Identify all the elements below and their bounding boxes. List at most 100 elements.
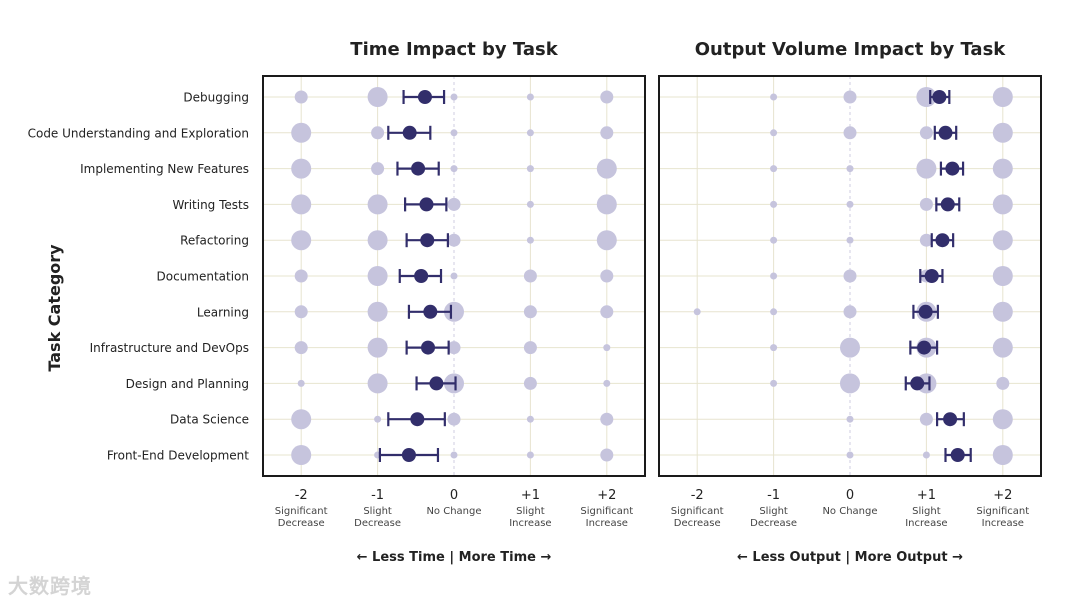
distribution-dot — [846, 451, 854, 459]
x-tick-sublabel: Slight — [912, 506, 941, 517]
x-tick-sublabel: Decrease — [750, 518, 797, 529]
distribution-dot — [367, 337, 388, 358]
distribution-dot — [447, 341, 461, 355]
distribution-dot — [996, 376, 1010, 390]
distribution-dot — [600, 90, 614, 104]
distribution-dot — [846, 200, 854, 208]
category-label: Front-End Development — [107, 449, 249, 463]
mean-point — [429, 376, 444, 391]
x-tick-sublabel: No Change — [822, 506, 877, 517]
mean-point — [414, 269, 429, 283]
distribution-dot — [526, 93, 534, 101]
distribution-dot — [770, 308, 778, 316]
x-tick-sublabel: Slight — [516, 506, 545, 517]
distribution-dot — [992, 87, 1013, 107]
distribution-dot — [367, 373, 388, 394]
chart-title: Output Volume Impact by Task — [695, 39, 1007, 60]
distribution-dot — [447, 233, 461, 247]
mean-point — [945, 161, 960, 176]
distribution-dot — [367, 194, 388, 215]
chart-panel-1: Time Impact by Task-2SignificantDecrease… — [28, 39, 646, 565]
category-label: Writing Tests — [172, 198, 249, 212]
x-tick-label: +2 — [597, 488, 616, 503]
distribution-dot — [291, 194, 312, 215]
distribution-dot — [770, 272, 778, 280]
distribution-dot — [843, 90, 857, 104]
x-tick-sublabel: Increase — [586, 518, 628, 529]
x-tick-sublabel: Decrease — [278, 518, 325, 529]
distribution-dot — [526, 129, 534, 137]
mean-point — [411, 161, 426, 176]
distribution-dot — [291, 409, 312, 430]
distribution-dot — [600, 412, 614, 426]
mean-point — [910, 376, 925, 391]
distribution-dot — [600, 126, 614, 140]
chart-title: Time Impact by Task — [350, 39, 558, 60]
distribution-dot — [450, 93, 458, 101]
distribution-dot — [297, 379, 305, 387]
mean-point — [402, 125, 417, 140]
distribution-dot — [444, 301, 464, 322]
distribution-dot — [596, 194, 617, 215]
mean-point — [419, 197, 434, 212]
distribution-dot — [596, 230, 617, 251]
distribution-dot — [919, 126, 933, 140]
mean-point — [417, 90, 432, 104]
x-tick-label: 0 — [450, 488, 458, 503]
distribution-dot — [693, 308, 701, 316]
distribution-dot — [523, 341, 537, 355]
category-label: Design and Planning — [126, 377, 249, 391]
distribution-dot — [291, 445, 312, 465]
distribution-dot — [992, 266, 1013, 286]
category-label: Learning — [197, 305, 249, 319]
distribution-dot — [770, 129, 778, 137]
distribution-dot — [992, 122, 1013, 143]
distribution-dot — [992, 445, 1013, 465]
distribution-dot — [450, 129, 458, 137]
plot-frame — [658, 75, 1042, 477]
x-tick-label: -2 — [691, 488, 704, 503]
distribution-dot — [992, 158, 1013, 179]
distribution-dot — [291, 230, 312, 251]
distribution-dot — [367, 301, 388, 322]
distribution-dot — [523, 269, 537, 283]
category-label: Data Science — [170, 413, 249, 427]
distribution-dot — [992, 301, 1013, 322]
distribution-dot — [770, 344, 778, 352]
distribution-dot — [919, 197, 933, 211]
distribution-dot — [450, 451, 458, 459]
category-label: Debugging — [183, 91, 249, 105]
distribution-dot — [840, 337, 860, 358]
distribution-dot — [600, 448, 614, 462]
distribution-dot — [523, 376, 537, 390]
distribution-dot — [770, 200, 778, 208]
distribution-dot — [294, 269, 308, 283]
distribution-dot — [770, 165, 778, 173]
chart-panel-2: Output Volume Impact by Task -2 Significan… — [658, 39, 1042, 565]
category-label: Infrastructure and DevOps — [90, 341, 249, 355]
distribution-dot — [843, 305, 857, 319]
distribution-dot — [291, 158, 312, 179]
mean-point — [420, 233, 435, 248]
x-tick-sublabel: Significant — [976, 506, 1029, 517]
x-tick-sublabel: Increase — [982, 518, 1024, 529]
mean-point — [938, 125, 953, 140]
distribution-dot — [526, 415, 534, 423]
distribution-dot — [523, 305, 537, 319]
distribution-dot — [916, 87, 937, 107]
x-tick-label: +2 — [993, 488, 1012, 503]
category-label: Implementing New Features — [80, 162, 249, 176]
direction-label: ← Less Time | More Time → — [357, 550, 552, 565]
x-tick-sublabel: Slight — [759, 506, 788, 517]
x-tick-label: -1 — [371, 488, 384, 503]
distribution-dot — [770, 93, 778, 101]
x-tick-sublabel: Slight — [363, 506, 392, 517]
distribution-dot — [371, 162, 385, 176]
mean-point — [932, 90, 947, 104]
distribution-dot — [526, 451, 534, 459]
distribution-dot — [526, 200, 534, 208]
distribution-dot — [916, 158, 937, 179]
x-tick-label: 0 — [846, 488, 854, 503]
distribution-dot — [367, 266, 388, 286]
